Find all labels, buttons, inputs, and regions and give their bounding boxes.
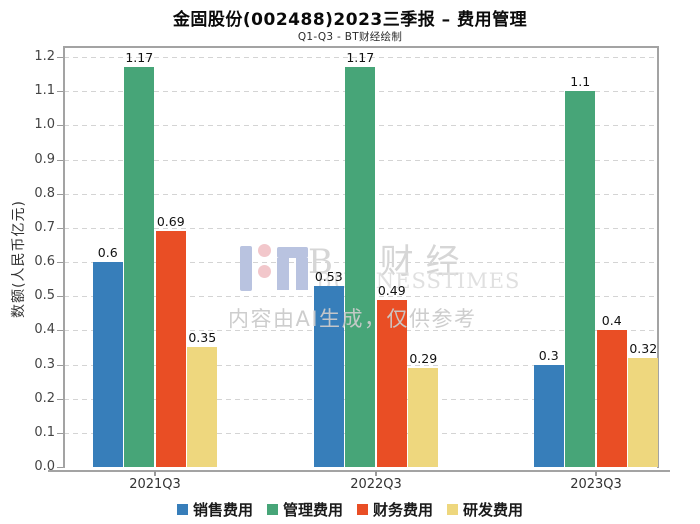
x-axis-line xyxy=(48,470,670,472)
y-tick-label: 0.8 xyxy=(34,185,55,201)
legend-marker-sales-expense xyxy=(176,504,188,515)
y-tick-label: 1.1 xyxy=(34,83,55,99)
bt-logo-dot-shape xyxy=(258,244,271,257)
x-axis-tick xyxy=(375,471,377,476)
bar-label-finance-expense-2022Q3: 0.49 xyxy=(377,282,406,298)
x-tick-label-2021Q3: 2021Q3 xyxy=(129,477,181,492)
chart-title: 金固股份(002488)2023三季报 – 费用管理 xyxy=(172,10,528,30)
bar-sales-expense-2023Q3 xyxy=(533,364,564,467)
x-axis-tick xyxy=(154,471,156,476)
legend-item-sales-expense: 销售费用 xyxy=(176,499,253,520)
y-axis-tick xyxy=(57,91,63,93)
bar-admin-expense-2021Q3 xyxy=(124,67,155,467)
legend-marker-rd-expense xyxy=(447,504,459,515)
y-tick-label: 0.7 xyxy=(34,219,55,235)
legend-item-admin-expense: 管理费用 xyxy=(266,499,343,520)
bar-rd-expense-2022Q3 xyxy=(408,367,439,467)
bar-finance-expense-2022Q3 xyxy=(376,299,407,467)
y-axis-right-spine xyxy=(657,46,659,468)
y-tick-label: 0.4 xyxy=(34,322,55,338)
bar-label-sales-expense-2022Q3: 0.53 xyxy=(314,268,343,284)
legend: 销售费用 管理费用 财务费用 研发费用 xyxy=(0,499,700,520)
legend-label-rd-expense: 研发费用 xyxy=(463,501,524,519)
bar-sales-expense-2022Q3 xyxy=(313,285,344,467)
y-axis-left-spine xyxy=(63,46,65,468)
legend-marker-finance-expense xyxy=(357,504,368,515)
legend-item-rd-expense: 研发费用 xyxy=(447,499,523,520)
chart-subtitle: Q1-Q3 - BT财经绘制 xyxy=(297,31,403,43)
y-axis-tick xyxy=(57,364,63,366)
bar-label-rd-expense-2021Q3: 0.35 xyxy=(188,330,217,346)
plot-top-spine xyxy=(63,46,657,48)
y-tick-label: 0.6 xyxy=(34,254,55,269)
bar-label-admin-expense-2022Q3: 1.17 xyxy=(346,50,375,66)
bar-label-admin-expense-2023Q3: 1.1 xyxy=(570,74,591,90)
bar-admin-expense-2023Q3 xyxy=(565,91,596,467)
bt-logo-pi-shape xyxy=(277,247,308,258)
x-tick-label-2023Q3: 2023Q3 xyxy=(570,477,622,492)
bar-label-rd-expense-2022Q3: 0.29 xyxy=(409,350,438,366)
y-tick-label: 0.5 xyxy=(34,288,55,304)
gridline xyxy=(64,57,657,58)
bt-logo-pi-shape xyxy=(296,258,308,290)
watermark-ai-notice: 内容由AI生成，仅供参考 xyxy=(228,307,477,331)
y-axis-tick xyxy=(57,432,63,434)
y-axis-tick xyxy=(57,159,63,161)
y-tick-label: 0.2 xyxy=(34,390,55,406)
legend-item-finance-expense: 财务费用 xyxy=(357,499,433,520)
bt-logo-bar-shape xyxy=(240,246,252,291)
y-tick-label: 0.1 xyxy=(34,424,55,440)
y-axis-tick xyxy=(57,330,63,332)
bt-logo-dot-shape xyxy=(258,265,271,278)
bar-rd-expense-2023Q3 xyxy=(628,357,659,467)
y-axis-tick xyxy=(57,398,63,400)
y-axis-tick xyxy=(57,296,63,298)
bar-finance-expense-2021Q3 xyxy=(155,231,186,467)
bar-label-sales-expense-2021Q3: 0.6 xyxy=(97,245,118,260)
legend-marker-admin-expense xyxy=(266,504,278,515)
y-tick-label: 0.3 xyxy=(34,356,55,372)
y-axis-tick xyxy=(57,125,63,127)
legend-label-sales-expense: 销售费用 xyxy=(192,501,253,519)
legend-label-admin-expense: 管理费用 xyxy=(282,501,343,519)
bar-admin-expense-2022Q3 xyxy=(345,67,376,467)
bar-rd-expense-2021Q3 xyxy=(187,347,218,467)
y-tick-label: 0.9 xyxy=(34,151,55,167)
y-axis-tick xyxy=(57,467,63,468)
bar-label-admin-expense-2021Q3: 1.17 xyxy=(125,50,154,66)
y-tick-label: 1.2 xyxy=(34,49,55,64)
x-tick-label-2022Q3: 2022Q3 xyxy=(350,477,402,492)
bt-logo-pi-shape xyxy=(277,258,289,290)
x-axis-tick xyxy=(595,471,597,476)
y-axis-tick xyxy=(57,227,63,229)
bar-label-rd-expense-2023Q3: 0.32 xyxy=(629,340,658,356)
watermark-brand-cn: BT财经 xyxy=(308,242,472,282)
bar-label-sales-expense-2023Q3: 0.3 xyxy=(538,347,559,363)
bar-sales-expense-2021Q3 xyxy=(92,262,123,467)
bar-label-finance-expense-2021Q3: 0.69 xyxy=(156,214,185,230)
y-axis-tick xyxy=(57,262,63,263)
legend-label-finance-expense: 财务费用 xyxy=(373,501,434,519)
y-axis-tick xyxy=(57,193,63,195)
y-tick-label: 1.0 xyxy=(34,117,55,133)
bar-label-finance-expense-2023Q3: 0.4 xyxy=(601,313,622,329)
y-axis-tick xyxy=(57,57,63,58)
bar-finance-expense-2023Q3 xyxy=(596,330,627,467)
